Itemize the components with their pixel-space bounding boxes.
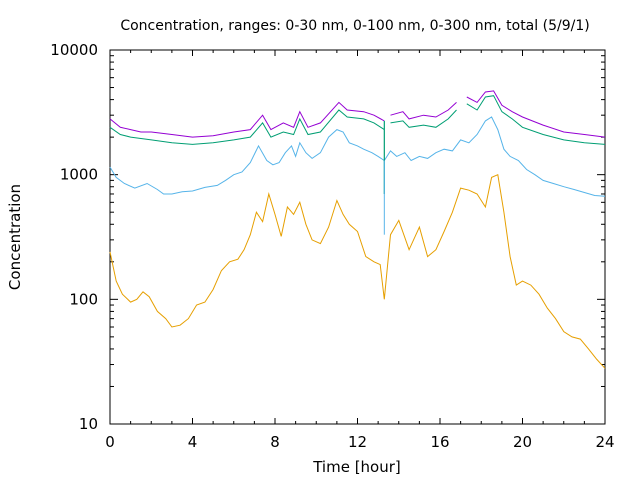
y-tick-label: 1000: [60, 166, 98, 184]
plot-frame: [109, 49, 606, 425]
y-tick-label: 10: [79, 415, 98, 433]
series-line-1: [109, 101, 385, 138]
chart-title: Concentration, ranges: 0-30 nm, 0-100 nm…: [120, 18, 589, 34]
series-line-2: [109, 109, 385, 145]
series-line-2: [466, 95, 606, 145]
x-tick-label: 16: [430, 433, 449, 451]
x-tick-label: 4: [188, 433, 198, 451]
y-tick-label: 100: [69, 290, 98, 308]
series-line-2: [390, 109, 457, 128]
x-tick-label: 20: [513, 433, 532, 451]
series-line-4: [109, 173, 606, 369]
series-line-1: [390, 102, 457, 120]
series-line-1: [466, 90, 606, 138]
x-axis-label: Time [hour]: [312, 458, 401, 476]
plot-area: 0 4 8 12 16 20 24 10 100 1000 10000: [50, 41, 614, 451]
y-tick-label: 10000: [50, 41, 98, 59]
x-tick-label: 12: [348, 433, 367, 451]
y-axis-label: Concentration: [6, 184, 24, 290]
x-tick-label: 0: [105, 433, 115, 451]
x-tick-label: 8: [270, 433, 280, 451]
series-line-3: [109, 116, 606, 197]
x-tick-label: 24: [595, 433, 614, 451]
